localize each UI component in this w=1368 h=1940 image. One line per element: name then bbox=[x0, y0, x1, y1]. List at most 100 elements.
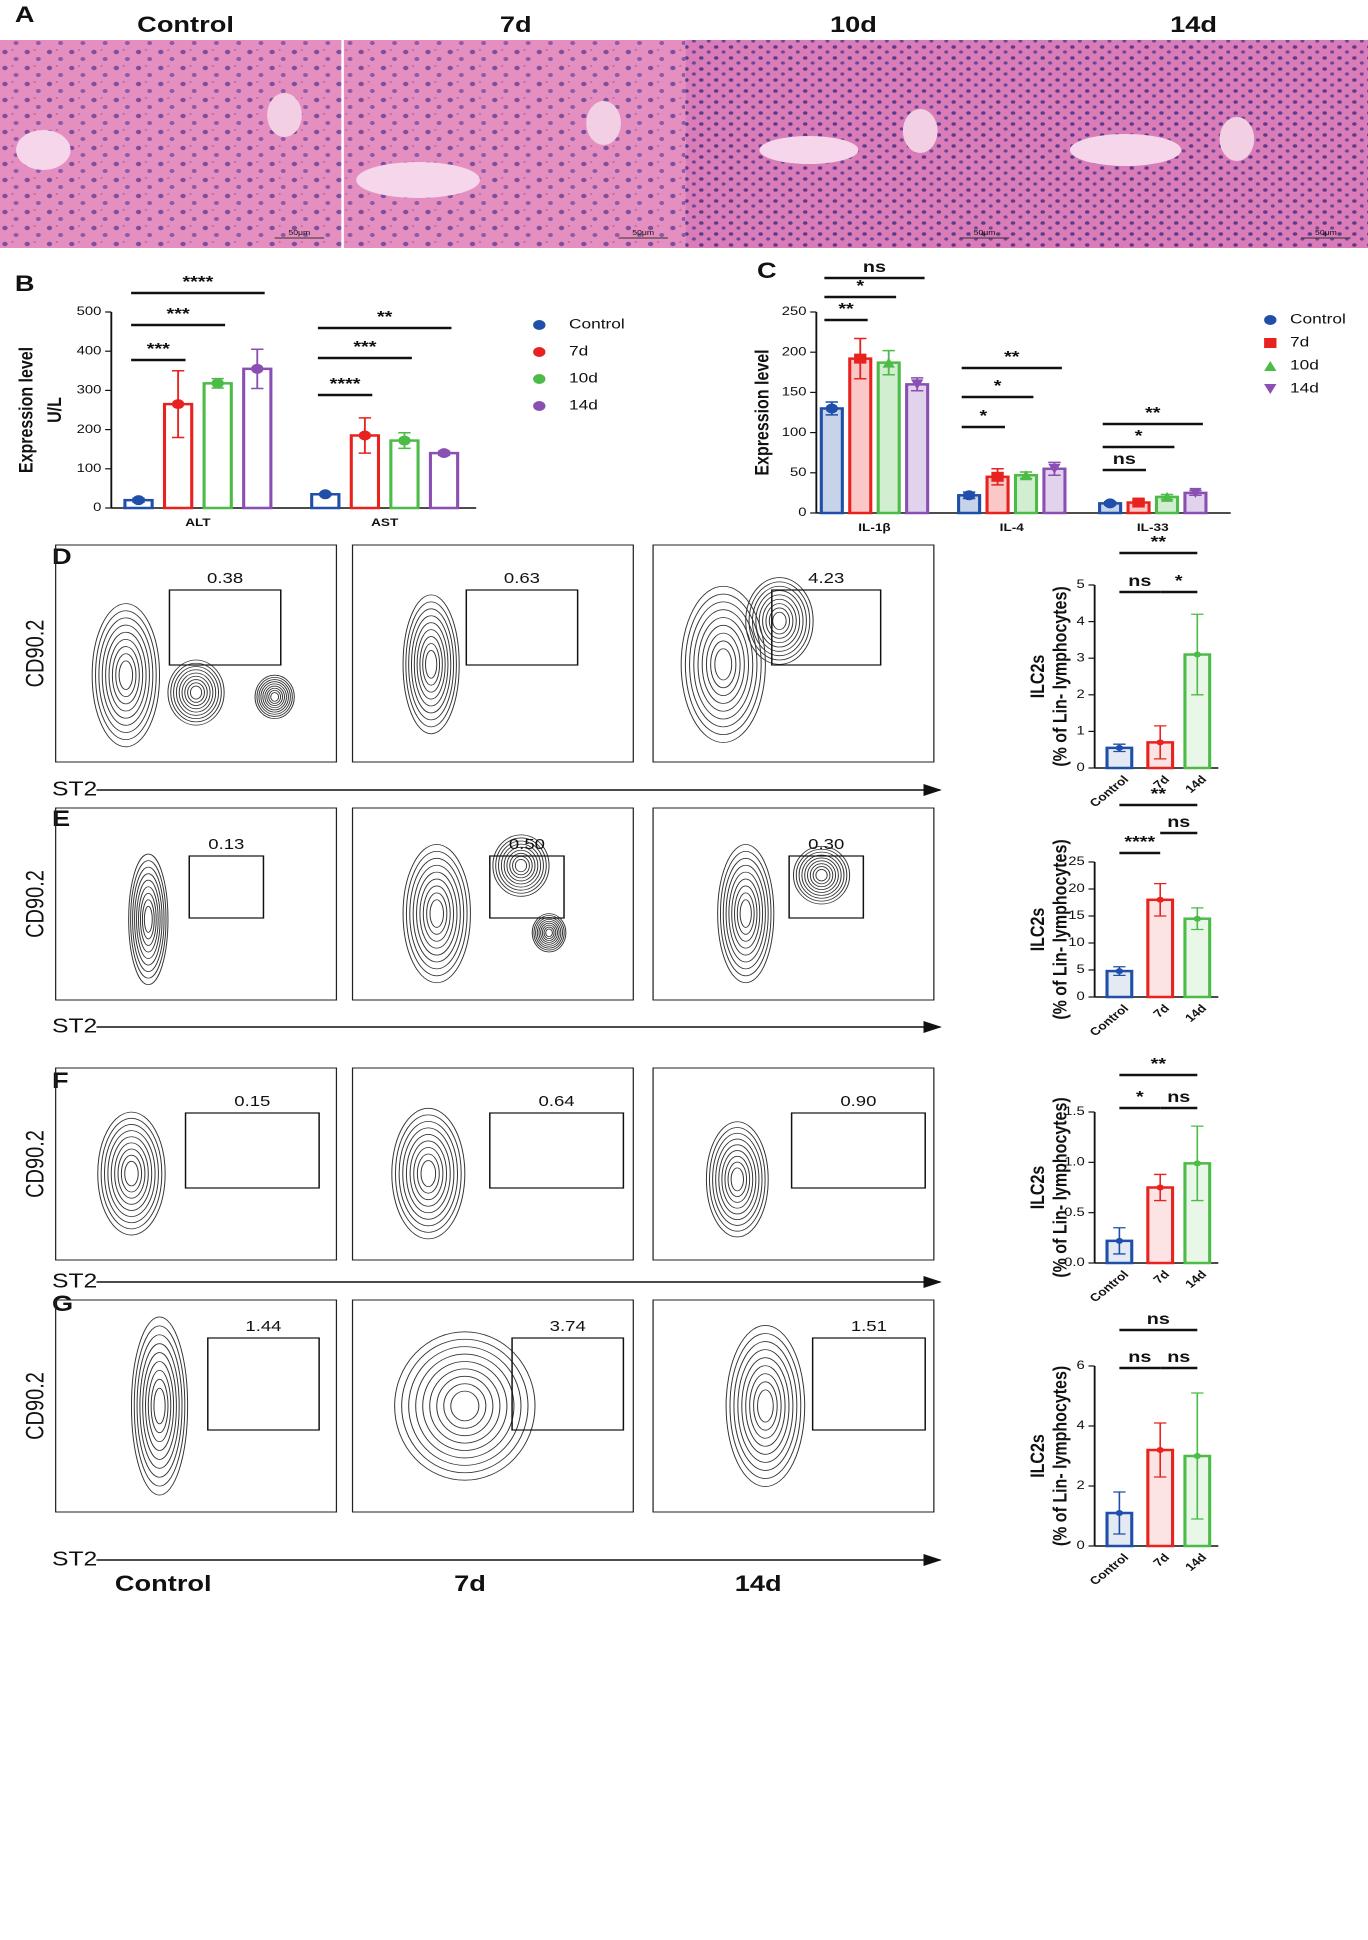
contour bbox=[731, 878, 761, 949]
contour bbox=[535, 917, 564, 949]
y-tick-label: 1.5 bbox=[1064, 1104, 1085, 1117]
y-tick-label: 15 bbox=[1068, 908, 1084, 921]
contour bbox=[405, 850, 468, 977]
contour bbox=[757, 1389, 774, 1423]
scale-bar-label: 50μm bbox=[632, 229, 654, 237]
contour bbox=[405, 1134, 451, 1214]
scale-bar-label: 50μm bbox=[1315, 229, 1337, 237]
x-tick-label: Control bbox=[1087, 1268, 1132, 1304]
contour bbox=[422, 885, 451, 942]
contour bbox=[509, 852, 533, 879]
y-tick-label: 100 bbox=[77, 461, 102, 474]
y-tick-label: 4 bbox=[1077, 1418, 1086, 1431]
contour bbox=[141, 899, 155, 940]
contour bbox=[114, 1142, 149, 1205]
contour bbox=[680, 585, 766, 743]
gate bbox=[811, 1337, 926, 1431]
contour bbox=[409, 1140, 448, 1207]
contour bbox=[412, 864, 461, 963]
gate bbox=[489, 1112, 625, 1189]
y-tick-label: 200 bbox=[77, 422, 102, 435]
panel-label: B bbox=[15, 272, 35, 296]
bar-marker bbox=[1156, 896, 1164, 903]
bar-marker bbox=[1160, 491, 1174, 502]
contour bbox=[170, 662, 222, 723]
flow-plot-frame bbox=[351, 544, 634, 763]
contour bbox=[714, 648, 733, 681]
y-axis-label: CD90.2 bbox=[22, 870, 49, 938]
contour bbox=[503, 846, 539, 885]
contour bbox=[91, 603, 161, 748]
significance-label: ns bbox=[1167, 1348, 1190, 1366]
contour bbox=[420, 1160, 437, 1188]
gate-value: 0.38 bbox=[207, 570, 243, 587]
contour bbox=[798, 851, 845, 899]
y-axis-label: ILC2s bbox=[1027, 908, 1049, 952]
contour bbox=[500, 843, 542, 888]
contour bbox=[498, 840, 544, 891]
flow-plot-frame bbox=[351, 1299, 634, 1513]
contour bbox=[422, 1361, 508, 1451]
contour bbox=[543, 926, 555, 939]
gate bbox=[188, 855, 265, 919]
contour bbox=[495, 837, 547, 894]
contour bbox=[736, 892, 755, 935]
legend-marker bbox=[1264, 338, 1277, 348]
legend-label: 7d bbox=[1290, 335, 1309, 350]
y-axis-label: ILC2s bbox=[1027, 1166, 1049, 1210]
column-label: 14d bbox=[1170, 13, 1217, 37]
y-tick-label: 0 bbox=[1077, 760, 1085, 773]
flow-plot-frame bbox=[55, 544, 338, 763]
vessel bbox=[16, 130, 71, 170]
contour bbox=[734, 885, 758, 942]
bar-marker bbox=[1019, 470, 1033, 481]
bar-marker bbox=[1189, 487, 1202, 498]
contour bbox=[416, 1153, 440, 1194]
bar bbox=[428, 451, 460, 510]
y-tick-label: 1.0 bbox=[1064, 1155, 1085, 1168]
contour bbox=[538, 920, 560, 945]
bar-marker bbox=[991, 471, 1004, 482]
x-tick-label: ALT bbox=[185, 516, 211, 528]
x-axis-label: ST2 bbox=[52, 1547, 97, 1569]
flow-plot-frame bbox=[652, 544, 935, 763]
contour bbox=[728, 871, 764, 956]
y-tick-label: 50 bbox=[790, 465, 806, 478]
contour bbox=[115, 653, 137, 698]
bar bbox=[202, 382, 233, 510]
contour bbox=[533, 915, 565, 951]
contour bbox=[139, 892, 157, 946]
contour bbox=[729, 1333, 802, 1479]
contour bbox=[792, 846, 851, 905]
significance-label: * bbox=[1135, 427, 1143, 445]
contour bbox=[717, 844, 775, 984]
contour bbox=[419, 636, 443, 693]
contour bbox=[394, 1114, 462, 1233]
y-tick-label: 25 bbox=[1068, 854, 1084, 867]
contour bbox=[124, 1160, 139, 1187]
significance-label: **** bbox=[183, 273, 214, 291]
significance-label: ** bbox=[838, 300, 853, 318]
contour bbox=[111, 646, 140, 705]
y-tick-label: 0 bbox=[798, 505, 806, 518]
legend-label: Control bbox=[1290, 312, 1346, 327]
bar bbox=[905, 383, 930, 515]
bar-marker bbox=[1115, 1510, 1124, 1516]
y-tick-label: 2 bbox=[1077, 1478, 1085, 1491]
contour bbox=[130, 860, 167, 979]
bar bbox=[819, 407, 844, 515]
legend-label: Control bbox=[569, 317, 625, 332]
y-tick-label: 400 bbox=[77, 344, 102, 357]
y-tick-label: 0 bbox=[93, 500, 101, 513]
bar-marker bbox=[437, 448, 451, 459]
bar-marker bbox=[854, 353, 867, 364]
significance-label: **** bbox=[330, 375, 361, 393]
bar-marker bbox=[962, 490, 976, 501]
histology-image bbox=[343, 40, 686, 248]
contour bbox=[262, 683, 287, 711]
contour bbox=[402, 844, 471, 984]
bar bbox=[1183, 917, 1212, 999]
contour bbox=[416, 629, 446, 700]
significance-label: ** bbox=[1004, 348, 1019, 366]
x-tick-label: 7d bbox=[1150, 1551, 1172, 1569]
